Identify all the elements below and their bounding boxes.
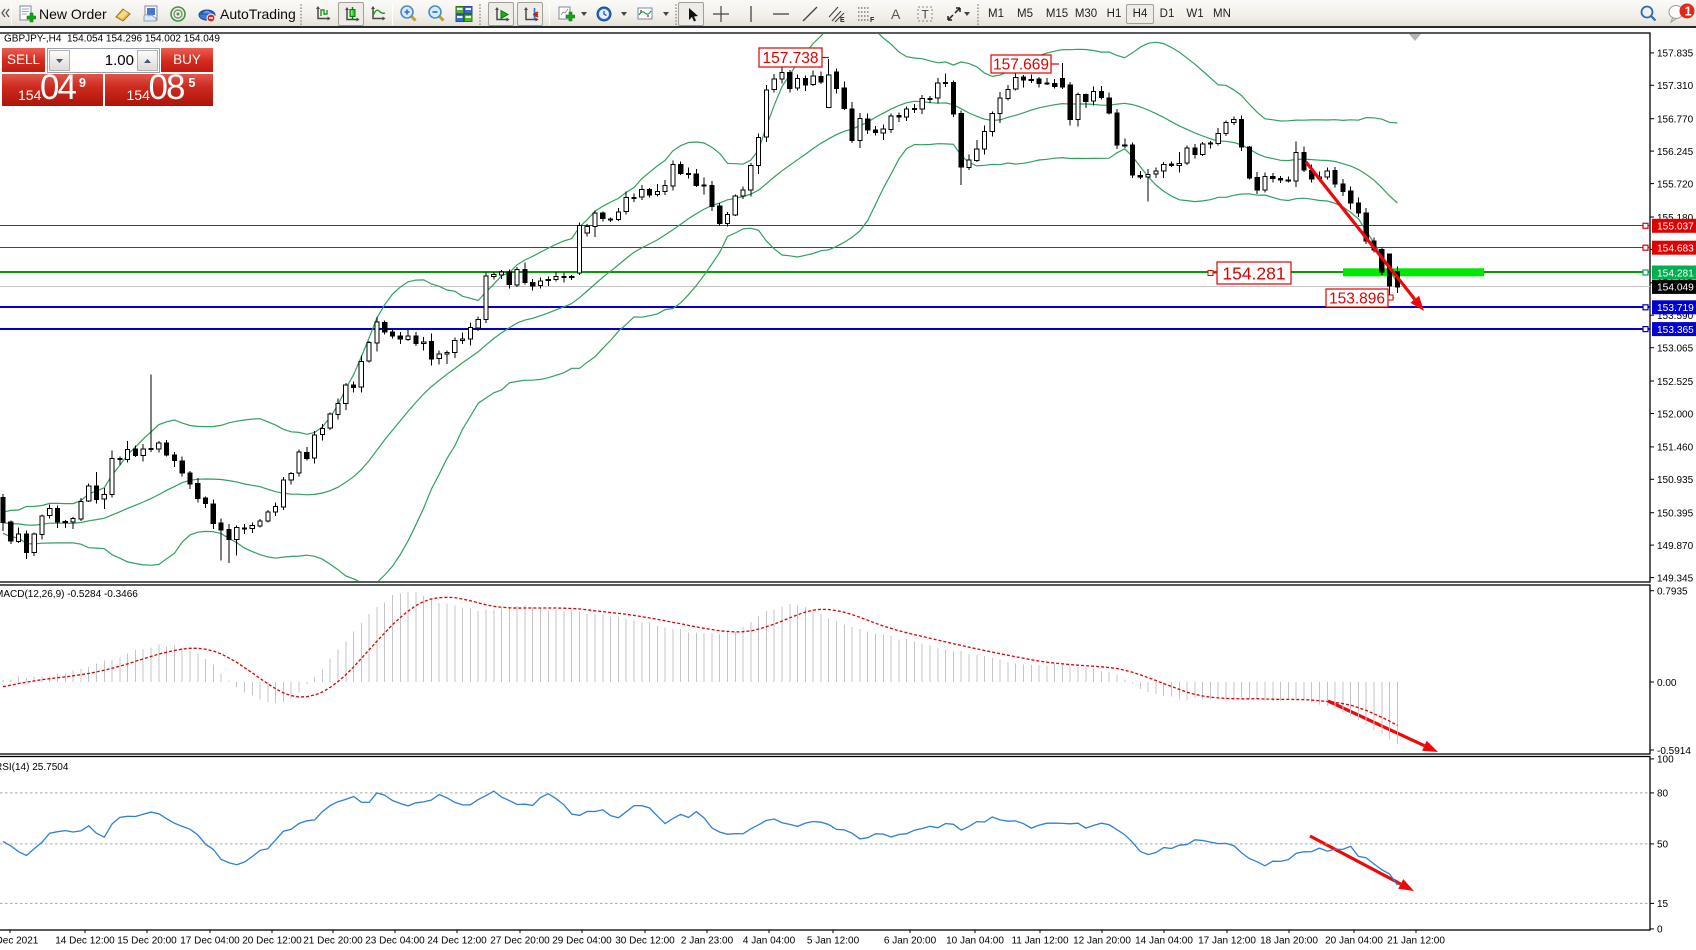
svg-text:20 Dec 12:00: 20 Dec 12:00: [242, 936, 302, 947]
svg-text:0.7935: 0.7935: [1657, 587, 1688, 598]
svg-text:RSI(14) 25.7504: RSI(14) 25.7504: [0, 762, 69, 773]
svg-text:13 Dec 2021: 13 Dec 2021: [0, 936, 39, 947]
svg-text:21 Dec 20:00: 21 Dec 20:00: [303, 936, 363, 947]
svg-text:GBPJPY-,H4 154.054 154.296 15: GBPJPY-,H4 154.054 154.296 154.002 154.0…: [4, 34, 220, 45]
svg-text:29 Dec 04:00: 29 Dec 04:00: [552, 936, 612, 947]
svg-text:-0.5914: -0.5914: [1657, 746, 1691, 757]
svg-text:12 Jan 20:00: 12 Jan 20:00: [1073, 936, 1131, 947]
svg-text:23 Dec 04:00: 23 Dec 04:00: [365, 936, 425, 947]
svg-text:150.395: 150.395: [1657, 509, 1694, 520]
svg-text:14 Dec 12:00: 14 Dec 12:00: [55, 936, 115, 947]
svg-text:153.065: 153.065: [1657, 344, 1694, 355]
svg-text:152.525: 152.525: [1657, 377, 1694, 388]
svg-text:1: 1: [1685, 5, 1692, 19]
svg-text:157.835: 157.835: [1657, 49, 1694, 60]
svg-text:100: 100: [1657, 755, 1674, 766]
svg-text:154.281: 154.281: [1222, 263, 1285, 283]
svg-text:155.180: 155.180: [1657, 213, 1694, 224]
svg-text:153.719: 153.719: [1657, 303, 1694, 314]
svg-text:153.590: 153.590: [1657, 311, 1694, 322]
svg-text:80: 80: [1657, 789, 1669, 800]
svg-text:T: T: [922, 8, 930, 22]
svg-text:157.669: 157.669: [993, 57, 1049, 74]
svg-text:152.000: 152.000: [1657, 409, 1694, 420]
svg-text:24 Dec 12:00: 24 Dec 12:00: [427, 936, 487, 947]
svg-text:50: 50: [1657, 840, 1669, 851]
svg-text:15: 15: [1657, 899, 1669, 910]
svg-text:27 Dec 20:00: 27 Dec 20:00: [490, 936, 550, 947]
svg-text:5 Jan 12:00: 5 Jan 12:00: [807, 936, 860, 947]
svg-text:153.896: 153.896: [1329, 291, 1385, 308]
svg-text:157.310: 157.310: [1657, 81, 1694, 92]
svg-text:21 Jan 12:00: 21 Jan 12:00: [1387, 936, 1445, 947]
svg-text:157.738: 157.738: [762, 50, 818, 67]
svg-text:30 Dec 12:00: 30 Dec 12:00: [615, 936, 675, 947]
svg-text:155.720: 155.720: [1657, 179, 1694, 190]
svg-text:4 Jan 04:00: 4 Jan 04:00: [743, 936, 796, 947]
svg-text:151.460: 151.460: [1657, 443, 1694, 454]
svg-text:14 Jan 04:00: 14 Jan 04:00: [1135, 936, 1193, 947]
svg-text:154.049: 154.049: [1657, 283, 1694, 294]
svg-text:11 Jan 12:00: 11 Jan 12:00: [1011, 936, 1069, 947]
svg-text:E: E: [840, 17, 845, 23]
svg-text:MACD(12,26,9) -0.5284 -0.3466: MACD(12,26,9) -0.5284 -0.3466: [0, 589, 138, 600]
svg-text:18 Jan 20:00: 18 Jan 20:00: [1260, 936, 1318, 947]
svg-text:153.365: 153.365: [1657, 325, 1694, 336]
svg-text:154.281: 154.281: [1657, 268, 1694, 279]
svg-text:A: A: [891, 6, 901, 22]
svg-text:2 Jan 23:00: 2 Jan 23:00: [681, 936, 734, 947]
svg-text:20 Jan 04:00: 20 Jan 04:00: [1325, 936, 1383, 947]
svg-text:155.037: 155.037: [1657, 222, 1694, 233]
svg-text:154.683: 154.683: [1657, 244, 1694, 255]
svg-text:149.345: 149.345: [1657, 573, 1694, 584]
svg-text:0.00: 0.00: [1657, 678, 1677, 689]
svg-text:F: F: [870, 17, 875, 23]
svg-text:156.770: 156.770: [1657, 115, 1694, 126]
svg-text:17 Jan 12:00: 17 Jan 12:00: [1198, 936, 1256, 947]
svg-text:156.245: 156.245: [1657, 147, 1694, 158]
svg-text:10 Jan 04:00: 10 Jan 04:00: [946, 936, 1004, 947]
svg-text:149.870: 149.870: [1657, 541, 1694, 552]
svg-text:150.935: 150.935: [1657, 475, 1694, 486]
svg-text:0: 0: [1657, 925, 1663, 936]
svg-text:17 Dec 04:00: 17 Dec 04:00: [180, 936, 240, 947]
svg-text:15 Dec 20:00: 15 Dec 20:00: [117, 936, 177, 947]
svg-text:6 Jan 20:00: 6 Jan 20:00: [884, 936, 937, 947]
